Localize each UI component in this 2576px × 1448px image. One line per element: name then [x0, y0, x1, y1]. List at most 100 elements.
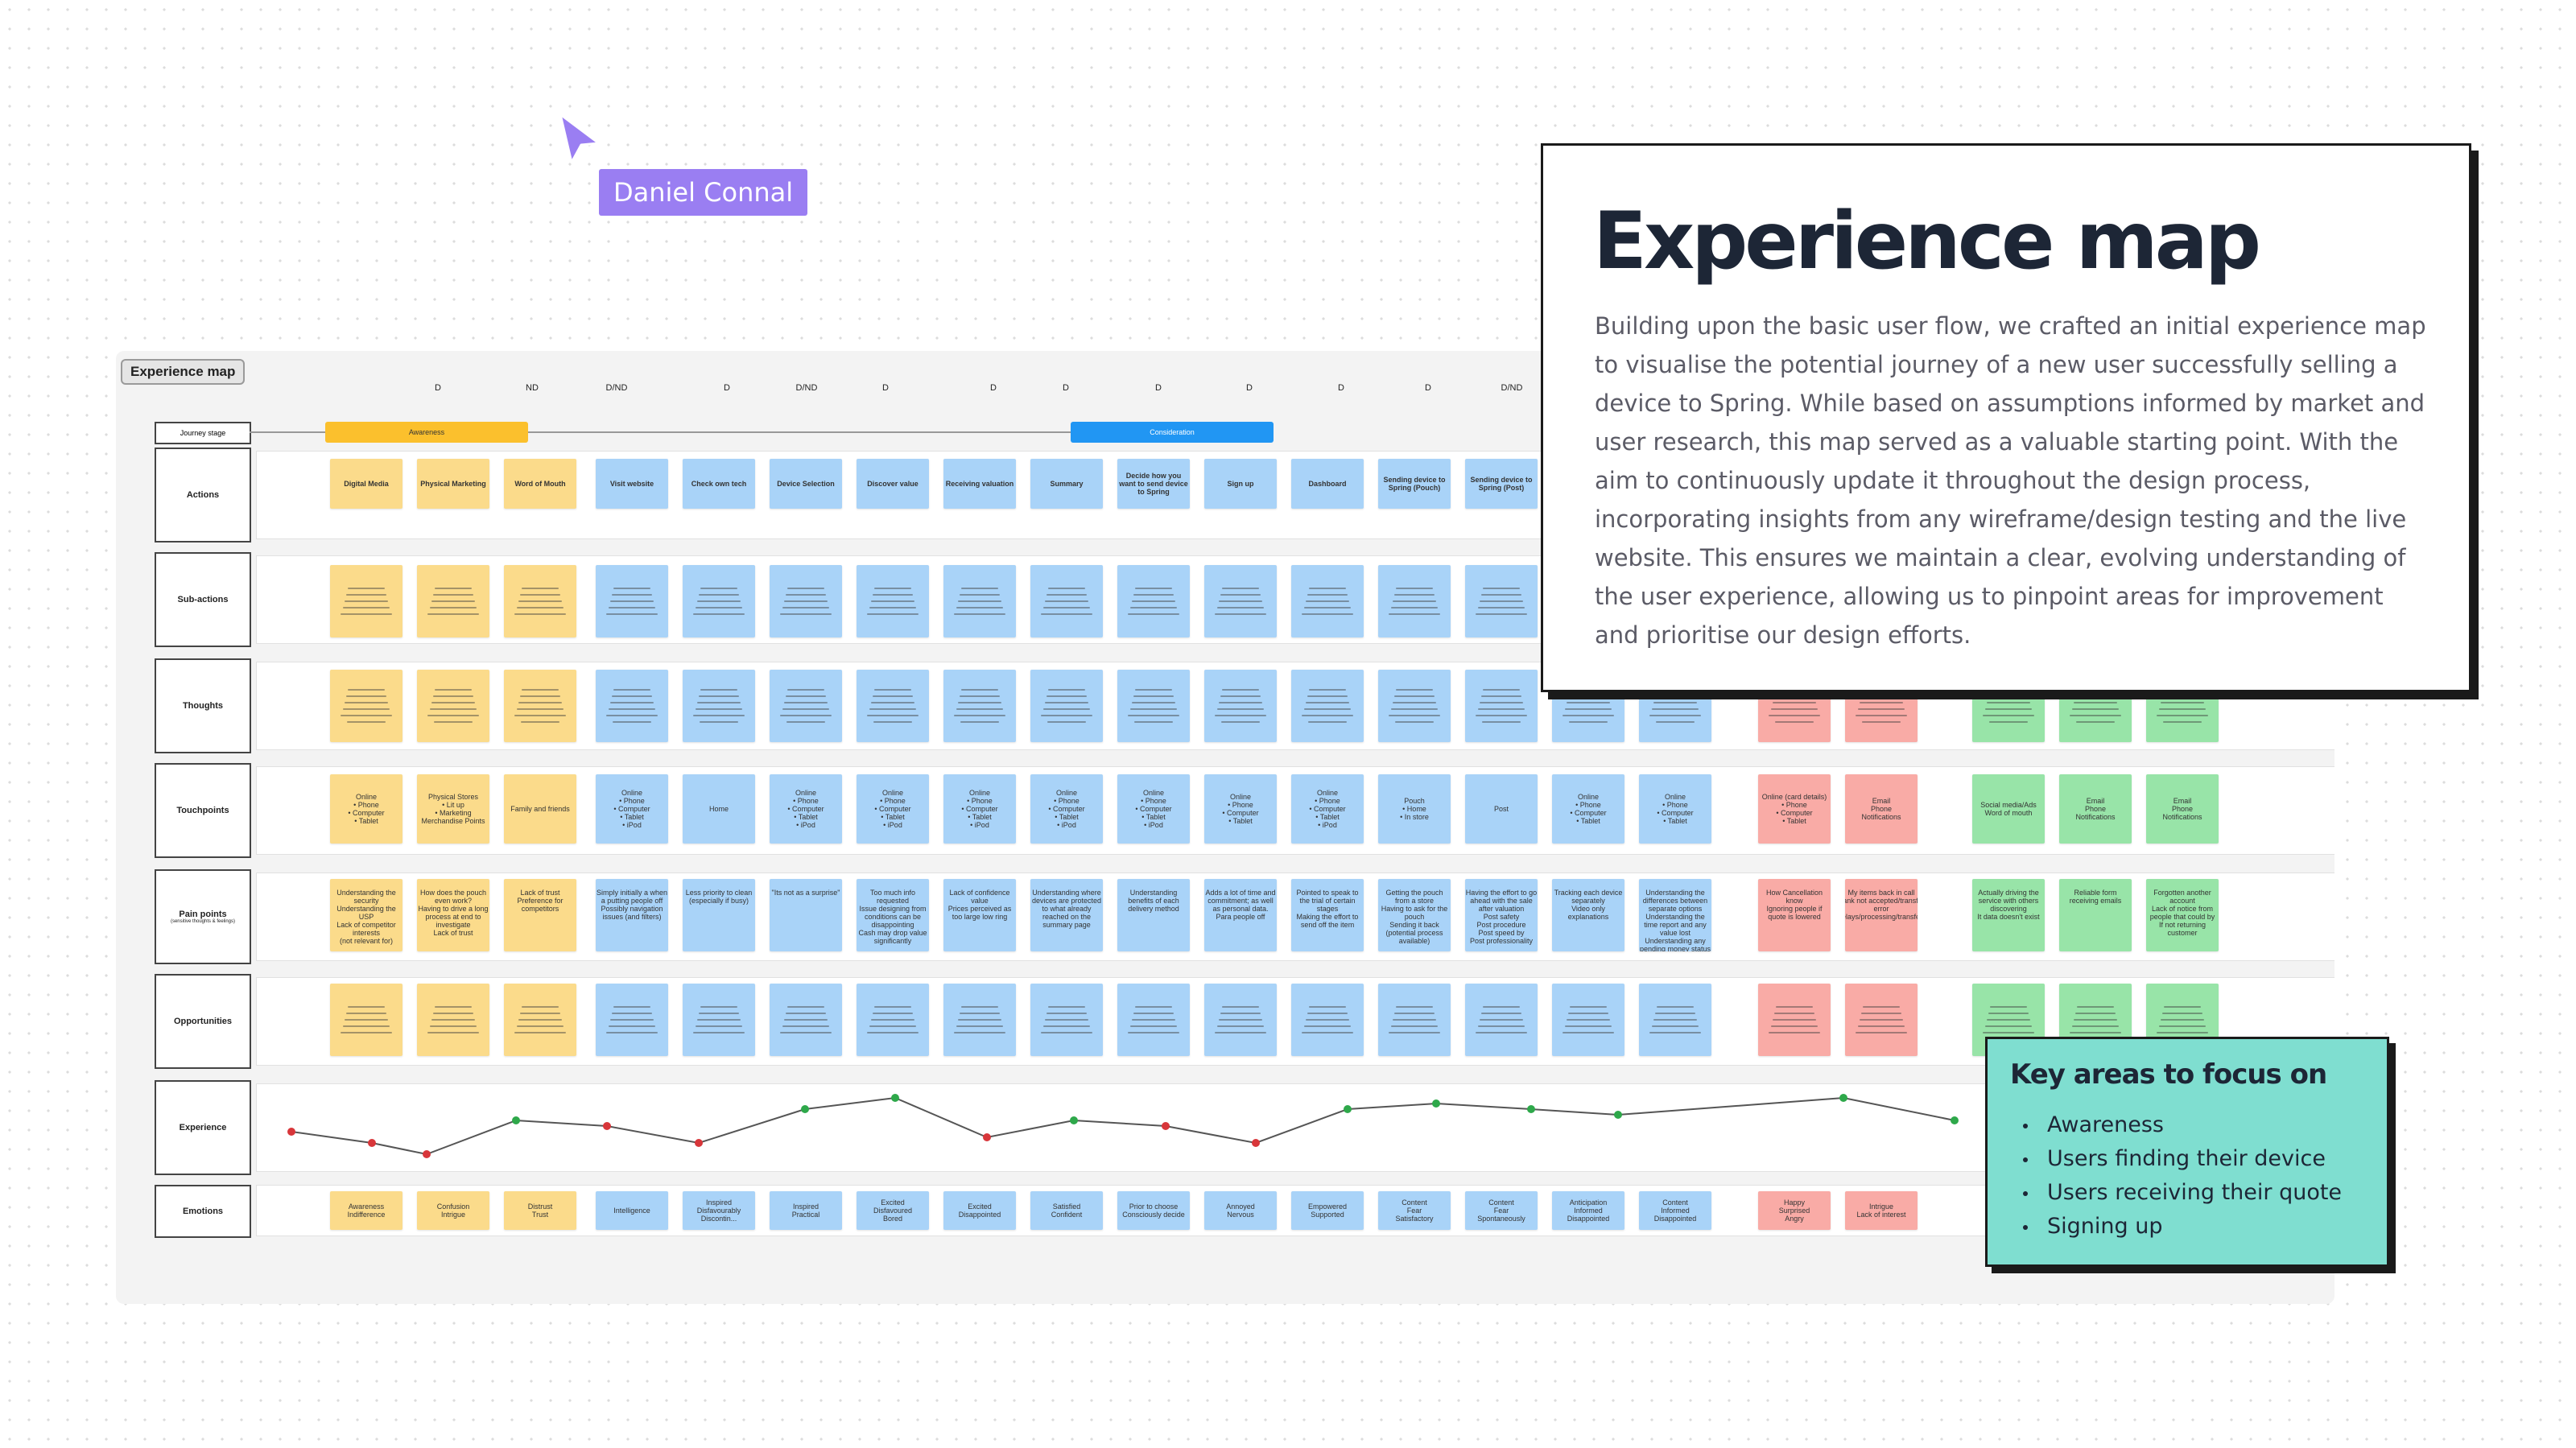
thought-sticky[interactable] — [1117, 670, 1190, 742]
pain-point-sticky[interactable]: Understanding where devices are protecte… — [1030, 879, 1103, 951]
pain-point-sticky[interactable]: Understanding benefits of each delivery … — [1117, 879, 1190, 951]
pain-point-sticky[interactable]: Tracking each device separately Video on… — [1552, 879, 1624, 951]
sub-action-sticky[interactable] — [770, 565, 842, 637]
pain-point-sticky[interactable]: How does the pouch even work? Having to … — [417, 879, 489, 951]
emotion-sticky[interactable]: Anticipation Informed Disappointed — [1552, 1191, 1624, 1230]
pain-point-sticky[interactable]: Adds a lot of time and commitment; as we… — [1204, 879, 1277, 951]
emotion-sticky[interactable]: Excited Disappointed — [943, 1191, 1016, 1230]
thought-sticky[interactable] — [504, 670, 576, 742]
emotion-sticky[interactable]: Satisfied Confident — [1030, 1191, 1103, 1230]
thought-sticky[interactable] — [1030, 670, 1103, 742]
touchpoint-sticky[interactable]: Pouch • Home • In store — [1378, 774, 1451, 844]
emotion-sticky[interactable]: Annoyed Nervous — [1204, 1191, 1277, 1230]
pain-point-sticky[interactable]: My items back in call Bank not accepted/… — [1845, 879, 1918, 951]
opportunity-sticky[interactable] — [1552, 984, 1624, 1056]
opportunity-sticky[interactable] — [504, 984, 576, 1056]
pain-point-sticky[interactable]: Less priority to clean (especially if bu… — [683, 879, 755, 951]
touchpoint-sticky[interactable]: Online • Phone • Computer • Tablet — [330, 774, 402, 844]
pain-point-sticky[interactable]: Simply initially a when a putting people… — [596, 879, 668, 951]
thought-sticky[interactable] — [1204, 670, 1277, 742]
pain-point-sticky[interactable]: Lack of confidence value Prices perceive… — [943, 879, 1016, 951]
emotion-sticky[interactable]: Confusion Intrigue — [417, 1191, 489, 1230]
action-sticky[interactable]: Check own tech — [683, 459, 755, 509]
touchpoint-sticky[interactable]: Online • Phone • Computer • Tablet — [1552, 774, 1624, 844]
action-sticky[interactable]: Sign up — [1204, 459, 1277, 509]
opportunity-sticky[interactable] — [330, 984, 402, 1056]
pain-point-sticky[interactable]: How Cancellation know Ignoring people if… — [1758, 879, 1831, 951]
thought-sticky[interactable] — [1465, 670, 1538, 742]
opportunity-sticky[interactable] — [683, 984, 755, 1056]
opportunity-sticky[interactable] — [857, 984, 929, 1056]
touchpoint-sticky[interactable]: Home — [683, 774, 755, 844]
opportunity-sticky[interactable] — [1030, 984, 1103, 1056]
touchpoint-sticky[interactable]: Online • Phone • Computer • Tablet • iPo… — [596, 774, 668, 844]
emotion-sticky[interactable]: Intelligence — [596, 1191, 668, 1230]
thought-sticky[interactable] — [330, 670, 402, 742]
sub-action-sticky[interactable] — [1378, 565, 1451, 637]
emotion-sticky[interactable]: Content Informed Disappointed — [1639, 1191, 1711, 1230]
sub-action-sticky[interactable] — [1204, 565, 1277, 637]
touchpoint-sticky[interactable]: Online • Phone • Computer • Tablet • iPo… — [1291, 774, 1364, 844]
opportunity-sticky[interactable] — [943, 984, 1016, 1056]
emotion-sticky[interactable]: Prior to choose Consciously decide — [1117, 1191, 1190, 1230]
emotion-sticky[interactable]: Awareness Indifference — [330, 1191, 402, 1230]
emotion-sticky[interactable]: Excited Disfavoured Bored — [857, 1191, 929, 1230]
touchpoint-sticky[interactable]: Online • Phone • Computer • Tablet — [1639, 774, 1711, 844]
opportunity-sticky[interactable] — [1845, 984, 1918, 1056]
action-sticky[interactable]: Visit website — [596, 459, 668, 509]
thought-sticky[interactable] — [596, 670, 668, 742]
emotion-sticky[interactable]: Content Fear Satisfactory — [1378, 1191, 1451, 1230]
action-sticky[interactable]: Device Selection — [770, 459, 842, 509]
emotion-sticky[interactable]: Intrigue Lack of interest — [1845, 1191, 1918, 1230]
opportunity-sticky[interactable] — [1465, 984, 1538, 1056]
action-sticky[interactable]: Sending device to Spring (Pouch) — [1378, 459, 1451, 509]
emotion-sticky[interactable]: Happy Surprised Angry — [1758, 1191, 1831, 1230]
opportunity-sticky[interactable] — [1291, 984, 1364, 1056]
sub-action-sticky[interactable] — [330, 565, 402, 637]
emotion-sticky[interactable]: Distrust Trust — [504, 1191, 576, 1230]
pain-point-sticky[interactable]: Too much info requested Issue designing … — [857, 879, 929, 951]
sub-action-sticky[interactable] — [1465, 565, 1538, 637]
action-sticky[interactable]: Dashboard — [1291, 459, 1364, 509]
emotion-sticky[interactable]: Inspired Practical — [770, 1191, 842, 1230]
opportunity-sticky[interactable] — [417, 984, 489, 1056]
sub-action-sticky[interactable] — [943, 565, 1016, 637]
action-sticky[interactable]: Sending device to Spring (Post) — [1465, 459, 1538, 509]
action-sticky[interactable]: Physical Marketing — [417, 459, 489, 509]
touchpoint-sticky[interactable]: Physical Stores • Lit up • Marketing Mer… — [417, 774, 489, 844]
emotion-sticky[interactable]: Empowered Supported — [1291, 1191, 1364, 1230]
touchpoint-sticky[interactable]: Online • Phone • Computer • Tablet • iPo… — [770, 774, 842, 844]
emotion-sticky[interactable]: Inspired Disfavourably Discontin... — [683, 1191, 755, 1230]
thought-sticky[interactable] — [943, 670, 1016, 742]
pain-point-sticky[interactable]: Understanding the differences between se… — [1639, 879, 1711, 951]
opportunity-sticky[interactable] — [596, 984, 668, 1056]
opportunity-sticky[interactable] — [1117, 984, 1190, 1056]
opportunity-sticky[interactable] — [1758, 984, 1831, 1056]
thought-sticky[interactable] — [417, 670, 489, 742]
thought-sticky[interactable] — [1291, 670, 1364, 742]
sub-action-sticky[interactable] — [1291, 565, 1364, 637]
touchpoint-sticky[interactable]: Post — [1465, 774, 1538, 844]
touchpoint-sticky[interactable]: Online (card details) • Phone • Computer… — [1758, 774, 1831, 844]
action-sticky[interactable]: Summary — [1030, 459, 1103, 509]
sub-action-sticky[interactable] — [1030, 565, 1103, 637]
action-sticky[interactable]: Word of Mouth — [504, 459, 576, 509]
pain-point-sticky[interactable]: Forgotten another account Lack of notice… — [2146, 879, 2219, 951]
action-sticky[interactable]: Discover value — [857, 459, 929, 509]
sub-action-sticky[interactable] — [857, 565, 929, 637]
touchpoint-sticky[interactable]: Online • Phone • Computer • Tablet • iPo… — [857, 774, 929, 844]
opportunity-sticky[interactable] — [1378, 984, 1451, 1056]
touchpoint-sticky[interactable]: Online • Phone • Computer • Tablet • iPo… — [943, 774, 1016, 844]
sub-action-sticky[interactable] — [1117, 565, 1190, 637]
stage-consideration[interactable]: Consideration — [1071, 422, 1274, 443]
sub-action-sticky[interactable] — [417, 565, 489, 637]
pain-point-sticky[interactable]: Getting the pouch from a store Having to… — [1378, 879, 1451, 951]
action-sticky[interactable]: Digital Media — [330, 459, 402, 509]
touchpoint-sticky[interactable]: Family and friends — [504, 774, 576, 844]
touchpoint-sticky[interactable]: Online • Phone • Computer • Tablet • iPo… — [1117, 774, 1190, 844]
thought-sticky[interactable] — [857, 670, 929, 742]
emotion-sticky[interactable]: Content Fear Spontaneously — [1465, 1191, 1538, 1230]
touchpoint-sticky[interactable]: Email Phone Notifications — [2146, 774, 2219, 844]
board-title[interactable]: Experience map — [121, 359, 246, 385]
opportunity-sticky[interactable] — [1639, 984, 1711, 1056]
